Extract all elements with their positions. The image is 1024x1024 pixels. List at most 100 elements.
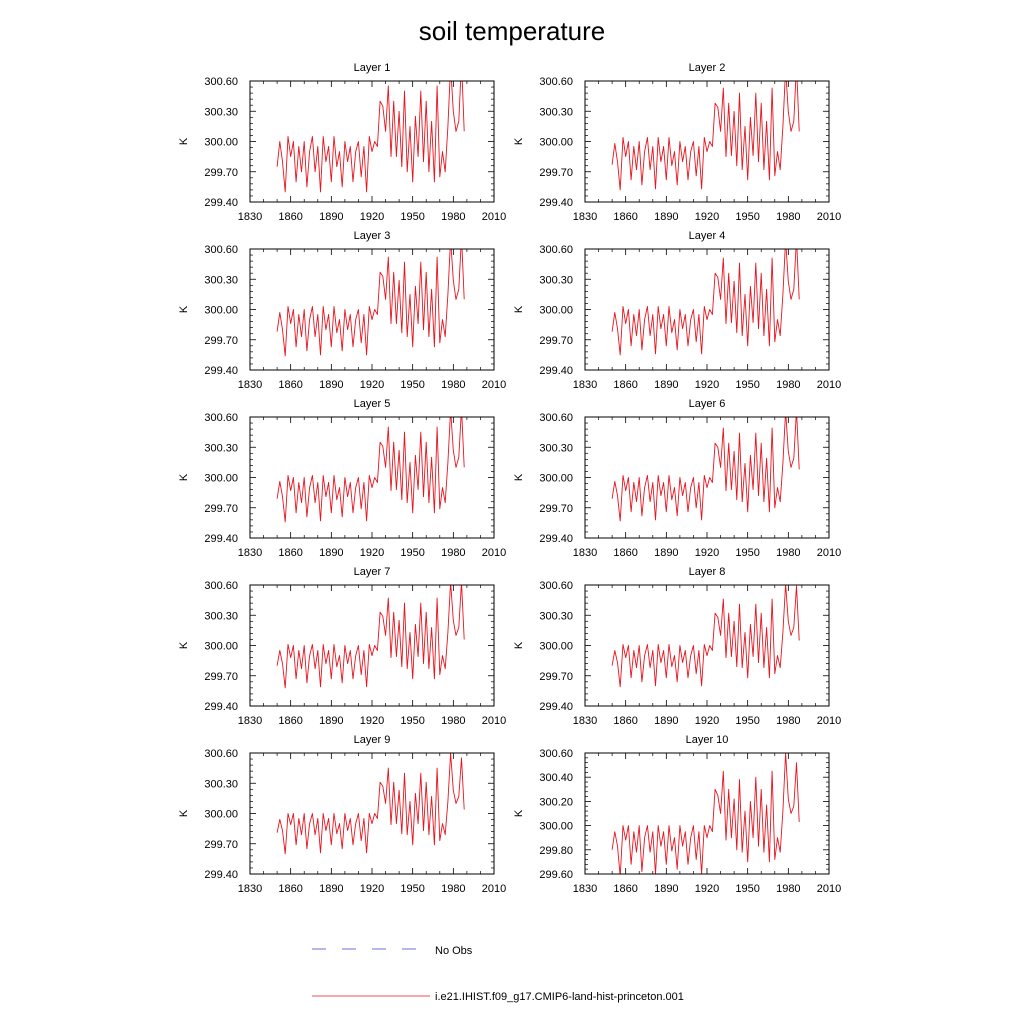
y-tick-label: 300.00 [204,137,238,149]
chart-panel-layer-6: Layer 6 K 1830 1860 1890 1920 1950 1980 2010 299.… [513,398,841,559]
panel-title: Layer 4 [689,230,726,242]
y-tick-label: 300.60 [204,748,238,760]
plot-frame [584,752,830,875]
x-tick-label: 1890 [654,547,678,559]
chart-panel-layer-1: Layer 1 K 1830 1860 1890 1920 1950 1980 2010 299.… [178,62,506,223]
x-tick-label: 1980 [441,211,465,223]
series-line [611,81,800,191]
y-tick-label: 299.40 [204,365,238,377]
plot-frame [249,416,495,539]
plot-frame [249,80,495,203]
y-tick-label: 299.70 [539,335,573,347]
x-tick-label: 1950 [735,883,759,895]
panel-title: Layer 1 [354,62,391,74]
x-tick-label: 1950 [400,547,424,559]
plot-frame [584,416,830,539]
panel-title: Layer 2 [689,62,726,74]
x-tick-label: 1890 [319,379,343,391]
series-line [276,585,465,689]
x-tick-label: 1830 [573,883,597,895]
series-line [611,585,800,688]
y-tick-label: 299.70 [204,167,238,179]
x-tick-label: 1950 [400,883,424,895]
x-tick-label: 1860 [613,211,637,223]
x-tick-label: 1890 [654,211,678,223]
y-axis-label: K [178,809,190,817]
x-tick-label: 1830 [573,379,597,391]
y-tick-label: 299.70 [204,671,238,683]
y-tick-label: 299.40 [539,533,573,545]
y-tick-label: 300.30 [539,274,573,286]
y-tick-label: 300.00 [539,473,573,485]
y-tick-label: 300.30 [539,610,573,622]
y-tick-label: 300.30 [539,106,573,118]
chart-panel-layer-9: Layer 9 K 1830 1860 1890 1920 1950 1980 2010 299.… [178,734,506,895]
x-tick-label: 2010 [482,883,506,895]
chart-panel-layer-2: Layer 2 K 1830 1860 1890 1920 1950 1980 2010 299.… [513,62,841,223]
x-tick-label: 1890 [319,715,343,727]
x-tick-label: 2010 [817,379,841,391]
legend-label-no-obs: No Obs [435,945,473,957]
y-axis-label: K [178,305,190,313]
x-tick-label: 1920 [360,715,384,727]
y-axis-label: K [178,473,190,481]
chart-panel-layer-8: Layer 8 K 1830 1860 1890 1920 1950 1980 2010 299.… [513,566,841,727]
legend: No Obs i.e21.IHIST.f09_g17.CMIP6-land-hi… [312,945,684,1003]
x-tick-label: 1920 [695,547,719,559]
x-tick-label: 1860 [278,715,302,727]
x-tick-label: 1890 [319,547,343,559]
series-line [276,417,465,523]
x-tick-label: 1860 [278,379,302,391]
y-tick-label: 299.40 [204,701,238,713]
plot-frame [584,584,830,707]
y-tick-label: 300.60 [204,580,238,592]
y-tick-label: 300.00 [204,809,238,821]
x-tick-label: 1950 [400,715,424,727]
x-tick-label: 1920 [360,211,384,223]
y-tick-label: 300.00 [539,821,573,833]
x-tick-label: 1860 [278,883,302,895]
y-tick-label: 300.60 [539,76,573,88]
y-tick-label: 299.40 [539,365,573,377]
y-tick-label: 300.60 [539,580,573,592]
x-tick-label: 1980 [441,883,465,895]
y-axis-label: K [178,137,190,145]
y-tick-label: 300.20 [539,796,573,808]
plot-frame [249,584,495,707]
panel-title: Layer 3 [354,230,391,242]
x-tick-label: 1980 [776,211,800,223]
y-tick-label: 300.00 [204,641,238,653]
x-tick-label: 1920 [360,883,384,895]
x-tick-label: 1830 [573,715,597,727]
y-tick-label: 300.00 [539,137,573,149]
y-tick-label: 300.60 [539,244,573,256]
figure-title: soil temperature [419,16,605,46]
series-line [276,249,465,357]
x-tick-label: 1890 [654,883,678,895]
y-tick-label: 300.30 [204,610,238,622]
plot-frame [249,752,495,875]
x-tick-label: 1830 [573,211,597,223]
x-tick-label: 1920 [360,547,384,559]
x-tick-label: 2010 [817,883,841,895]
y-tick-label: 299.70 [539,167,573,179]
plot-frame [584,80,830,203]
panel-title: Layer 9 [354,734,391,746]
y-tick-label: 300.30 [539,442,573,454]
x-tick-label: 1860 [613,715,637,727]
y-axis-label: K [513,473,525,481]
panel-title: Layer 10 [686,734,729,746]
y-tick-label: 299.40 [539,701,573,713]
y-tick-label: 300.60 [204,412,238,424]
panel-grid: Layer 1 K 1830 1860 1890 1920 1950 1980 2010 299.… [178,62,841,895]
x-tick-label: 1980 [441,715,465,727]
chart-panel-layer-10: Layer 10 K 1830 1860 1890 1920 1950 1980 2010 299… [513,734,841,895]
plot-frame [249,248,495,371]
x-tick-label: 1980 [776,715,800,727]
y-tick-label: 300.40 [539,772,573,784]
x-tick-label: 1920 [695,883,719,895]
y-axis-label: K [513,809,525,817]
y-tick-label: 300.30 [204,106,238,118]
x-tick-label: 2010 [482,547,506,559]
y-tick-label: 300.00 [539,641,573,653]
